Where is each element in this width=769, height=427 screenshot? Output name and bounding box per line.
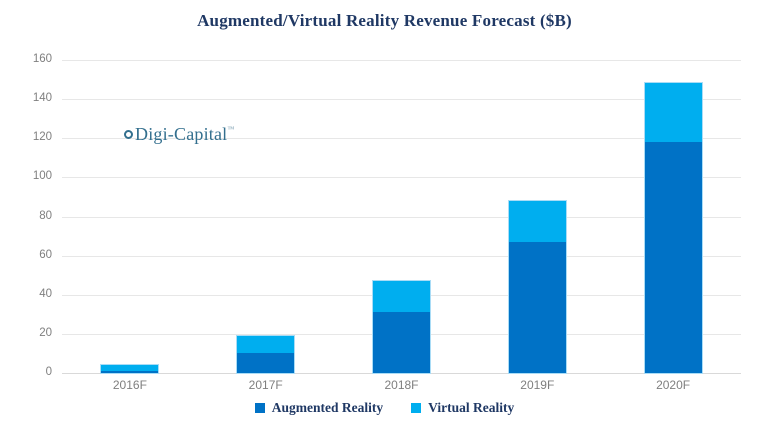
segment-2016F-augmented-reality (101, 371, 159, 373)
plot-area: Digi-Capital ™ (62, 60, 741, 375)
x-tick-label-2016F: 2016F (112, 378, 147, 392)
gridline-100 (62, 177, 741, 179)
segment-2020F-augmented-reality (644, 142, 702, 373)
y-tick-label-40: 40 (39, 287, 52, 300)
bar-2016F (100, 364, 160, 374)
y-tick-label-20: 20 (39, 326, 52, 339)
y-tick-label-60: 60 (39, 248, 52, 261)
legend-item-virtual-reality: Virtual Reality (411, 400, 514, 416)
gridline-0 (62, 373, 741, 374)
x-tick-label-2020F: 2020F (656, 378, 691, 392)
segment-2018F-augmented-reality (372, 312, 430, 373)
y-tick-label-140: 140 (32, 92, 52, 105)
legend-label: Virtual Reality (428, 400, 515, 415)
chart-title: Augmented/Virtual Reality Revenue Foreca… (197, 11, 572, 30)
bar-2019F (507, 199, 567, 375)
ring-icon (124, 130, 133, 139)
y-tick-label-0: 0 (45, 366, 52, 378)
legend-item-augmented-reality: Augmented Reality (254, 400, 384, 416)
gridline-160 (62, 60, 741, 61)
bar-slot-2019F (469, 60, 605, 375)
bar-2018F (371, 280, 431, 374)
bar-2017F (236, 334, 296, 375)
gridline-80 (62, 216, 741, 218)
segment-2018F-virtual-reality (372, 281, 430, 313)
bar-slot-2016F (62, 60, 198, 374)
segment-2016F-virtual-reality (101, 365, 159, 372)
legend-label: Augmented Reality (271, 400, 384, 415)
logo-trademark: ™ (227, 125, 235, 133)
y-tick-label-120: 120 (32, 131, 52, 144)
legend-swatch-icon (411, 403, 422, 413)
gridline-60 (62, 255, 741, 257)
segment-2017F-augmented-reality (237, 353, 295, 373)
logo: Digi-Capital ™ (124, 124, 234, 145)
bar-slot-2020F (605, 60, 741, 374)
segment-2017F-virtual-reality (237, 335, 295, 354)
x-tick-label-2017F: 2017F (248, 378, 283, 392)
x-tick-label-2019F: 2019F (520, 378, 555, 392)
bar-slot-2017F (198, 60, 334, 375)
segment-2020F-virtual-reality (644, 83, 702, 143)
gridline-120 (62, 138, 741, 140)
gridline-140 (62, 99, 741, 101)
legend-swatch-icon (254, 403, 265, 413)
bar-2020F (643, 82, 703, 374)
y-tick-label-100: 100 (32, 170, 52, 183)
x-tick-label-2018F: 2018F (384, 378, 419, 392)
bar-slot-2018F (334, 60, 470, 374)
legend: Augmented Reality Virtual Reality (0, 400, 769, 416)
x-axis-labels: 2016F 2017F 2018F 2019F 2020F (62, 378, 741, 392)
segment-2019F-augmented-reality (508, 241, 566, 373)
segment-2019F-virtual-reality (508, 200, 566, 242)
y-tick-label-80: 80 (39, 209, 52, 222)
logo-text: Digi-Capital (135, 124, 228, 144)
bars-layer (62, 60, 741, 375)
y-tick-label-160: 160 (32, 53, 52, 65)
